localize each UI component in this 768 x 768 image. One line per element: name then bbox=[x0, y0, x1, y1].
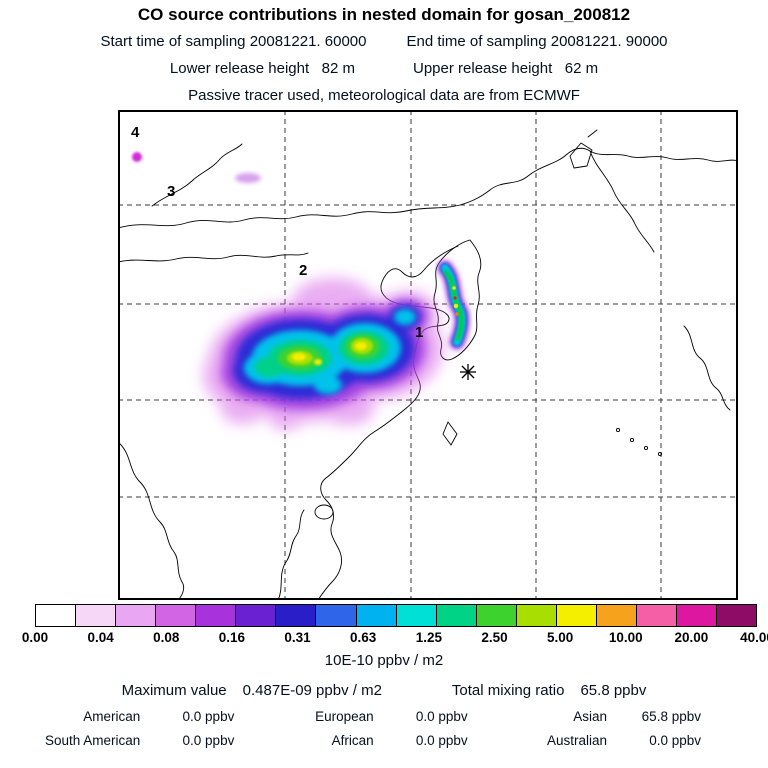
region-cell-african: African 0.0 ppbv bbox=[268, 733, 501, 748]
upper-release-text: Upper release height 62 m bbox=[413, 60, 599, 77]
region-name: European bbox=[315, 709, 374, 724]
colorbar-cell bbox=[556, 605, 597, 626]
colorbar-ticks: 0.00 0.04 0.08 0.16 0.31 0.63 1.25 2.50 … bbox=[22, 630, 768, 646]
colorbar-tick: 0.16 bbox=[218, 630, 246, 645]
colorbar-tick: 2.50 bbox=[481, 630, 508, 645]
end-time-text: End time of sampling 20081221. 90000 bbox=[406, 33, 668, 50]
region-cell-south-american: South American 0.0 ppbv bbox=[35, 733, 268, 748]
region-value: 65.8 ppbv bbox=[641, 709, 701, 724]
plume-smear bbox=[235, 173, 261, 183]
region-name: Australian bbox=[546, 733, 607, 748]
plume-speck bbox=[132, 152, 142, 162]
colorbar-cell bbox=[717, 605, 757, 626]
colorbar-tick: 0.63 bbox=[350, 630, 377, 645]
colorbar-tick: 5.00 bbox=[546, 630, 574, 645]
release-heights-line: Lower release height 82 m Upper release … bbox=[0, 60, 768, 77]
region-cell-european: European 0.0 ppbv bbox=[268, 709, 501, 724]
colorbar-cell bbox=[316, 605, 357, 626]
colorbar-cell bbox=[677, 605, 718, 626]
region-name: African bbox=[331, 733, 374, 748]
region-contributions-row-1: American 0.0 ppbv European 0.0 ppbv Asia… bbox=[35, 709, 735, 724]
region-name: Asian bbox=[573, 709, 607, 724]
colorbar-cell bbox=[76, 605, 117, 626]
region-contributions-row-2: South American 0.0 ppbv African 0.0 ppbv… bbox=[35, 733, 735, 748]
total-mixing-ratio-value: 65.8 ppbv bbox=[580, 682, 647, 699]
nest-label-3: 3 bbox=[167, 183, 175, 200]
colorbar-cell bbox=[636, 605, 677, 626]
colorbar-cell bbox=[196, 605, 237, 626]
colorbar-tick: 20.00 bbox=[674, 630, 709, 645]
region-cell-australian: Australian 0.0 ppbv bbox=[502, 733, 735, 748]
station-marker bbox=[460, 364, 476, 380]
total-mixing-ratio-label: Total mixing ratio bbox=[451, 682, 565, 699]
colorbar-cell bbox=[396, 605, 437, 626]
summary-stats-line: Maximum value 0.487E-09 ppbv / m2 Total … bbox=[0, 682, 768, 699]
colorbar-cell bbox=[236, 605, 277, 626]
map-border bbox=[118, 110, 738, 600]
colorbar-tick: 0.00 bbox=[21, 630, 49, 645]
colorbar-cell bbox=[476, 605, 517, 626]
colorbar-cell bbox=[276, 605, 317, 626]
colorbar-tick: 10.00 bbox=[608, 630, 643, 645]
map-panel: 4 3 2 1 bbox=[118, 110, 738, 600]
start-time-text: Start time of sampling 20081221. 60000 bbox=[100, 33, 367, 50]
region-value: 0.0 ppbv bbox=[182, 709, 235, 724]
region-cell-asian: Asian 65.8 ppbv bbox=[502, 709, 735, 724]
lower-release-text: Lower release height 82 m bbox=[169, 60, 355, 77]
max-value-label: Maximum value bbox=[121, 682, 227, 699]
region-cell-american: American 0.0 ppbv bbox=[35, 709, 268, 724]
colorbar-cell bbox=[516, 605, 557, 626]
colorbar-cell bbox=[36, 605, 77, 626]
colorbar-tick: 0.31 bbox=[284, 630, 311, 645]
colorbar bbox=[35, 604, 757, 627]
coastlines bbox=[118, 129, 738, 600]
region-value: 0.0 ppbv bbox=[649, 733, 701, 748]
tracer-note-line: Passive tracer used, meteorological data… bbox=[0, 87, 768, 104]
nest-label-4: 4 bbox=[131, 124, 140, 141]
colorbar-cell bbox=[156, 605, 197, 626]
region-name: South American bbox=[45, 733, 141, 748]
korea-plume bbox=[437, 260, 471, 350]
figure-title: CO source contributions in nested domain… bbox=[137, 5, 631, 24]
colorbar-tick: 0.08 bbox=[153, 630, 180, 645]
colorbar-tick: 0.04 bbox=[87, 630, 114, 645]
colorbar-tick: 1.25 bbox=[415, 630, 442, 645]
colorbar-unit: 10E-10 ppbv / m2 bbox=[324, 652, 444, 669]
region-value: 0.0 ppbv bbox=[415, 709, 468, 724]
max-value: 0.487E-09 ppbv / m2 bbox=[242, 682, 382, 699]
nest-label-1: 1 bbox=[415, 324, 423, 341]
tracer-note-text: Passive tracer used, meteorological data… bbox=[188, 87, 580, 104]
nest-labels: 4 3 2 1 bbox=[131, 124, 423, 341]
colorbar-cell bbox=[596, 605, 637, 626]
region-value: 0.0 ppbv bbox=[415, 733, 468, 748]
sampling-times-line: Start time of sampling 20081221. 60000 E… bbox=[0, 33, 768, 50]
region-value: 0.0 ppbv bbox=[182, 733, 235, 748]
colorbar-cell bbox=[116, 605, 157, 626]
colorbar-tick: 40.00 bbox=[740, 630, 768, 645]
colorbar-cell bbox=[436, 605, 477, 626]
pollution-plume bbox=[132, 152, 443, 430]
region-name: American bbox=[83, 709, 141, 724]
colorbar-cell bbox=[356, 605, 397, 626]
nest-label-2: 2 bbox=[299, 262, 307, 279]
